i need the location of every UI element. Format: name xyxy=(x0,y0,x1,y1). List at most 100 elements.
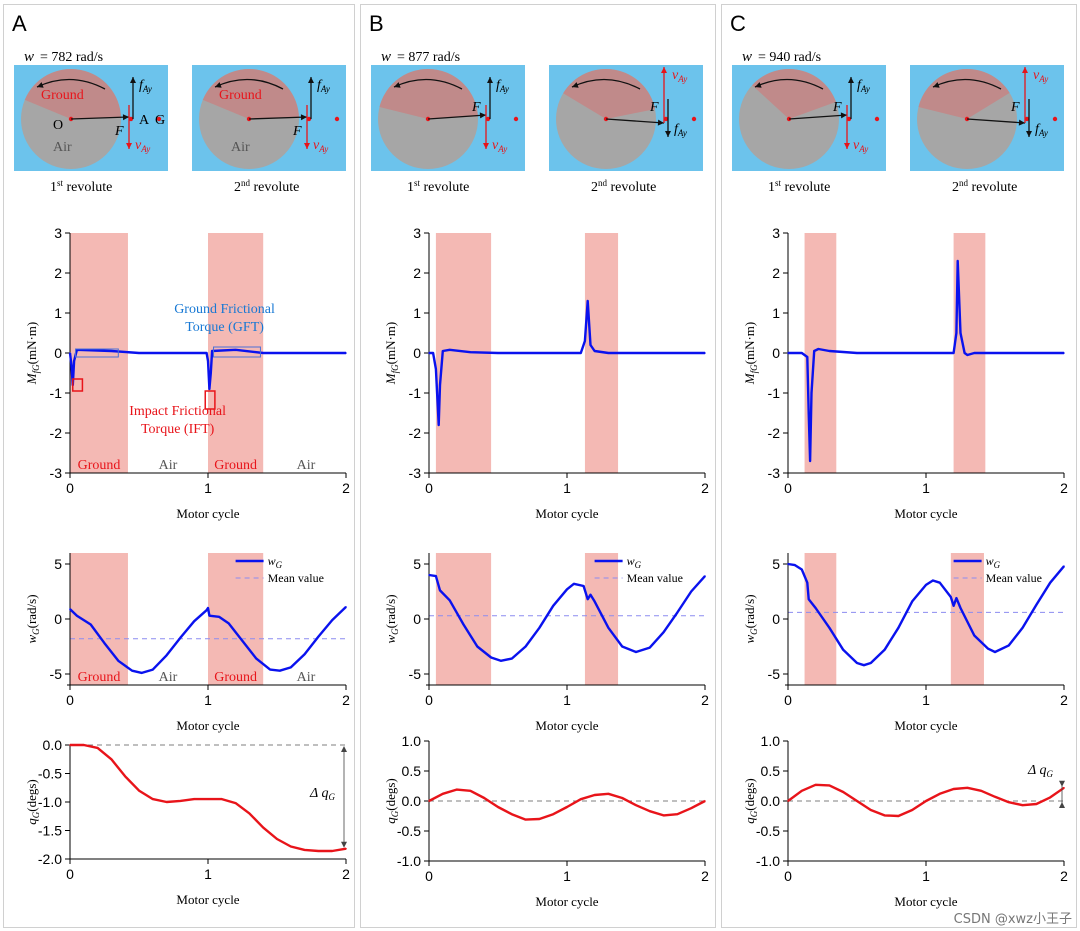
velocity-arrow-head xyxy=(126,143,132,149)
data-point xyxy=(141,672,143,674)
panel-label: C xyxy=(730,11,746,36)
data-point xyxy=(262,826,265,829)
force-label: F xyxy=(649,100,659,115)
data-point xyxy=(511,657,513,660)
rotation-arrow xyxy=(571,78,641,90)
y-tick-label: -5 xyxy=(409,666,422,682)
force-arrow-head xyxy=(122,114,129,121)
data-point xyxy=(218,616,220,618)
rotation-arrow-head xyxy=(394,82,401,88)
velocity-arrow-head xyxy=(483,143,489,149)
x-tick-label: 1 xyxy=(922,692,930,708)
x-tick-label: 0 xyxy=(66,480,74,496)
y-tick-label: -2.0 xyxy=(38,851,62,867)
friction-arrow-head xyxy=(848,77,854,83)
force-arrow xyxy=(966,118,1026,124)
rotation-arrow xyxy=(393,78,463,90)
series-line xyxy=(428,573,706,662)
data-point xyxy=(635,651,637,653)
y-tick-label: -3 xyxy=(409,465,422,481)
velocity-label: vAy xyxy=(492,138,507,154)
force-arrow xyxy=(427,114,487,120)
velocity-label: vAy xyxy=(1033,68,1048,84)
data-point xyxy=(262,352,265,354)
y-tick-label: 3 xyxy=(54,225,62,241)
y-tick-label: 2 xyxy=(413,265,421,281)
data-point xyxy=(552,605,554,607)
speed-symbol: w xyxy=(24,49,34,65)
data-point xyxy=(165,654,168,657)
data-point xyxy=(117,660,120,662)
data-point xyxy=(205,352,208,354)
data-point xyxy=(208,388,211,390)
data-point xyxy=(442,793,444,795)
y-axis-title: qG(degs) xyxy=(383,778,400,824)
y-axis-title: MfG(mN·m) xyxy=(383,322,400,385)
x-tick-label: 1 xyxy=(922,868,930,884)
friction-label: fAy xyxy=(317,78,330,94)
data-point xyxy=(586,598,589,600)
ground-label: Ground xyxy=(41,88,84,103)
rotation-arrow xyxy=(36,78,106,90)
data-point xyxy=(966,787,969,789)
friction-label: fAy xyxy=(857,78,870,94)
data-point xyxy=(462,623,465,626)
data-point xyxy=(955,597,958,599)
rotation-arrow xyxy=(214,78,284,90)
friction-label: fAy xyxy=(139,78,152,94)
data-point xyxy=(584,340,586,342)
data-point xyxy=(497,806,499,808)
data-point xyxy=(179,800,182,802)
y-tick-label: 1.0 xyxy=(761,733,781,749)
x-tick-label: 0 xyxy=(66,866,74,882)
data-point xyxy=(966,354,969,356)
data-point xyxy=(955,332,958,334)
point-g xyxy=(874,116,880,122)
data-point xyxy=(810,392,813,394)
force-arrow-head xyxy=(479,112,486,119)
force-arrow xyxy=(788,114,848,120)
x-tick-label: 2 xyxy=(701,868,709,884)
y-tick-label: 3 xyxy=(413,225,421,241)
legend-series-label: wG xyxy=(268,554,283,570)
force-arrow xyxy=(605,118,665,124)
data-point xyxy=(500,660,502,662)
data-point xyxy=(290,845,292,848)
data-point xyxy=(950,596,952,598)
data-point xyxy=(210,372,212,374)
y-tick-label: -1 xyxy=(50,385,63,401)
data-point xyxy=(973,634,976,637)
y-tick-label: -2 xyxy=(768,425,781,441)
data-point xyxy=(1063,352,1065,354)
force-arrow xyxy=(70,116,130,120)
data-point xyxy=(813,350,815,352)
data-point xyxy=(345,352,347,354)
y-tick-label: 1 xyxy=(413,305,421,321)
region-label: Ground xyxy=(78,458,121,473)
data-point xyxy=(455,788,458,791)
x-tick-label: 0 xyxy=(784,480,792,496)
rotation-arrow-head xyxy=(37,82,44,88)
data-point xyxy=(303,653,306,655)
data-point xyxy=(807,412,810,414)
ground-band xyxy=(208,553,264,685)
x-axis-title: Motor cycle xyxy=(535,718,598,733)
delta-arrow-head xyxy=(1059,802,1065,808)
x-axis-title: Motor cycle xyxy=(535,894,598,909)
series-line xyxy=(70,743,347,853)
ground-band xyxy=(70,233,128,473)
force-label: F xyxy=(832,100,842,115)
series-line xyxy=(429,299,705,427)
rotation-arrow xyxy=(754,78,824,90)
point-a xyxy=(485,116,491,122)
region-label: Ground xyxy=(78,670,121,685)
x-axis-title: Motor cycle xyxy=(894,506,957,521)
x-tick-label: 2 xyxy=(342,480,350,496)
ground-band xyxy=(804,553,837,685)
data-point xyxy=(345,847,347,850)
